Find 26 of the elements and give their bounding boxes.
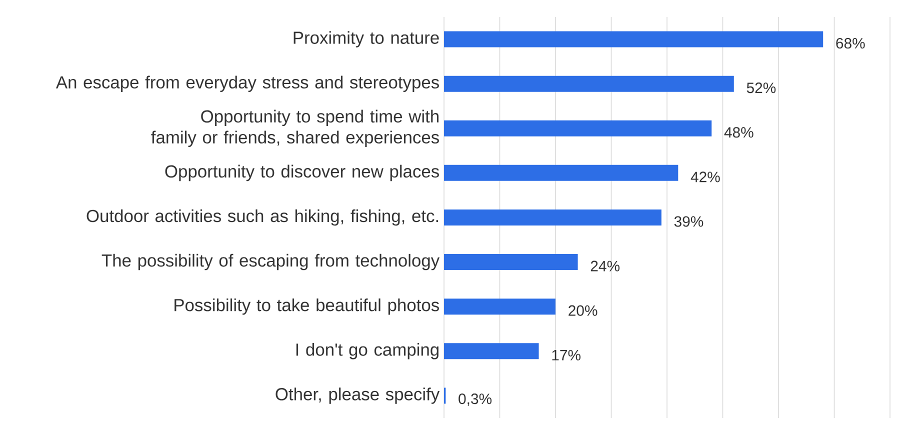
bar <box>444 209 662 226</box>
bar <box>444 343 539 360</box>
y-tick-label: An escape from everyday stress and stereotypes <box>56 76 439 92</box>
y-tick-label: Outdoor activities such as hiking, fishing, etc. <box>86 209 438 226</box>
data-label: 48% <box>724 127 754 138</box>
data-label: 68% <box>836 38 865 49</box>
y-tick-label: I don't go camping <box>296 343 438 360</box>
data-label: 0,3% <box>458 394 492 406</box>
bar <box>444 76 734 92</box>
y-tick-label: The possibility of escaping from technology <box>102 254 440 270</box>
bar <box>444 120 712 136</box>
data-label: 24% <box>590 260 620 272</box>
y-tick-label: Possibility to take beautiful photos <box>174 298 439 315</box>
bar <box>444 298 556 315</box>
bar <box>444 254 578 270</box>
data-label: 52% <box>746 82 776 94</box>
bar <box>444 164 678 181</box>
data-label: 17% <box>552 350 580 360</box>
y-tick-label: Proximity to nature <box>294 31 439 48</box>
y-tick-label: Opportunity to spend time with family or friends, shared experiences <box>151 110 439 147</box>
data-label: 20% <box>568 305 598 316</box>
bar <box>444 31 824 48</box>
data-label: 42% <box>690 172 720 182</box>
data-label: 39% <box>674 216 704 227</box>
y-tick-label: Opportunity to discover new places <box>165 164 439 182</box>
y-tick-label: Other, please specify <box>276 388 440 404</box>
